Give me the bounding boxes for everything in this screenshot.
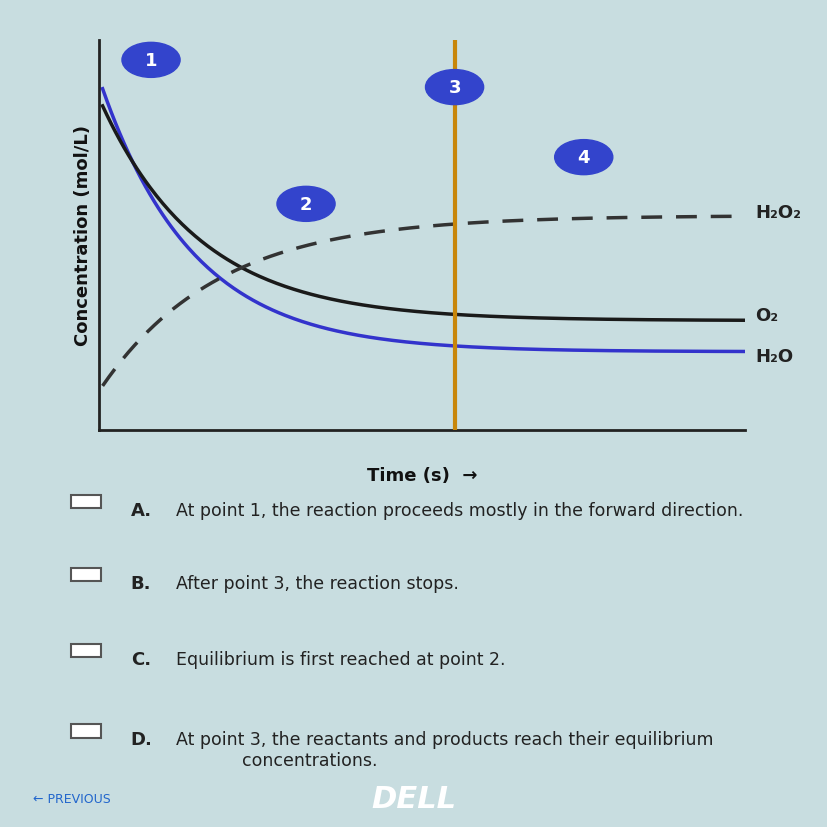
Circle shape [122, 43, 180, 79]
Text: 2: 2 [299, 196, 312, 213]
Text: After point 3, the reaction stops.: After point 3, the reaction stops. [175, 574, 458, 592]
Circle shape [276, 187, 335, 222]
Y-axis label: Concentration (mol/L): Concentration (mol/L) [74, 126, 93, 346]
Text: A.: A. [131, 501, 152, 519]
Text: C.: C. [131, 650, 151, 668]
Text: At point 1, the reaction proceeds mostly in the forward direction.: At point 1, the reaction proceeds mostly… [175, 501, 742, 519]
Text: Equilibrium is first reached at point 2.: Equilibrium is first reached at point 2. [175, 650, 504, 668]
FancyBboxPatch shape [71, 644, 101, 657]
Text: H₂O₂: H₂O₂ [754, 203, 800, 222]
Text: 1: 1 [145, 52, 157, 69]
Text: ← PREVIOUS: ← PREVIOUS [33, 791, 111, 805]
Circle shape [425, 70, 483, 106]
FancyBboxPatch shape [71, 495, 101, 509]
Text: At point 3, the reactants and products reach their equilibrium
            conce: At point 3, the reactants and products r… [175, 730, 712, 769]
Circle shape [554, 141, 612, 175]
Text: DELL: DELL [371, 783, 456, 813]
FancyBboxPatch shape [71, 724, 101, 738]
FancyBboxPatch shape [71, 568, 101, 581]
Text: Time (s)  →: Time (s) → [366, 466, 477, 485]
Text: O₂: O₂ [754, 306, 777, 324]
Text: D.: D. [131, 730, 152, 748]
Text: B.: B. [131, 574, 151, 592]
Text: H₂O: H₂O [754, 347, 792, 366]
Text: 4: 4 [576, 149, 590, 167]
Text: 3: 3 [447, 79, 461, 97]
